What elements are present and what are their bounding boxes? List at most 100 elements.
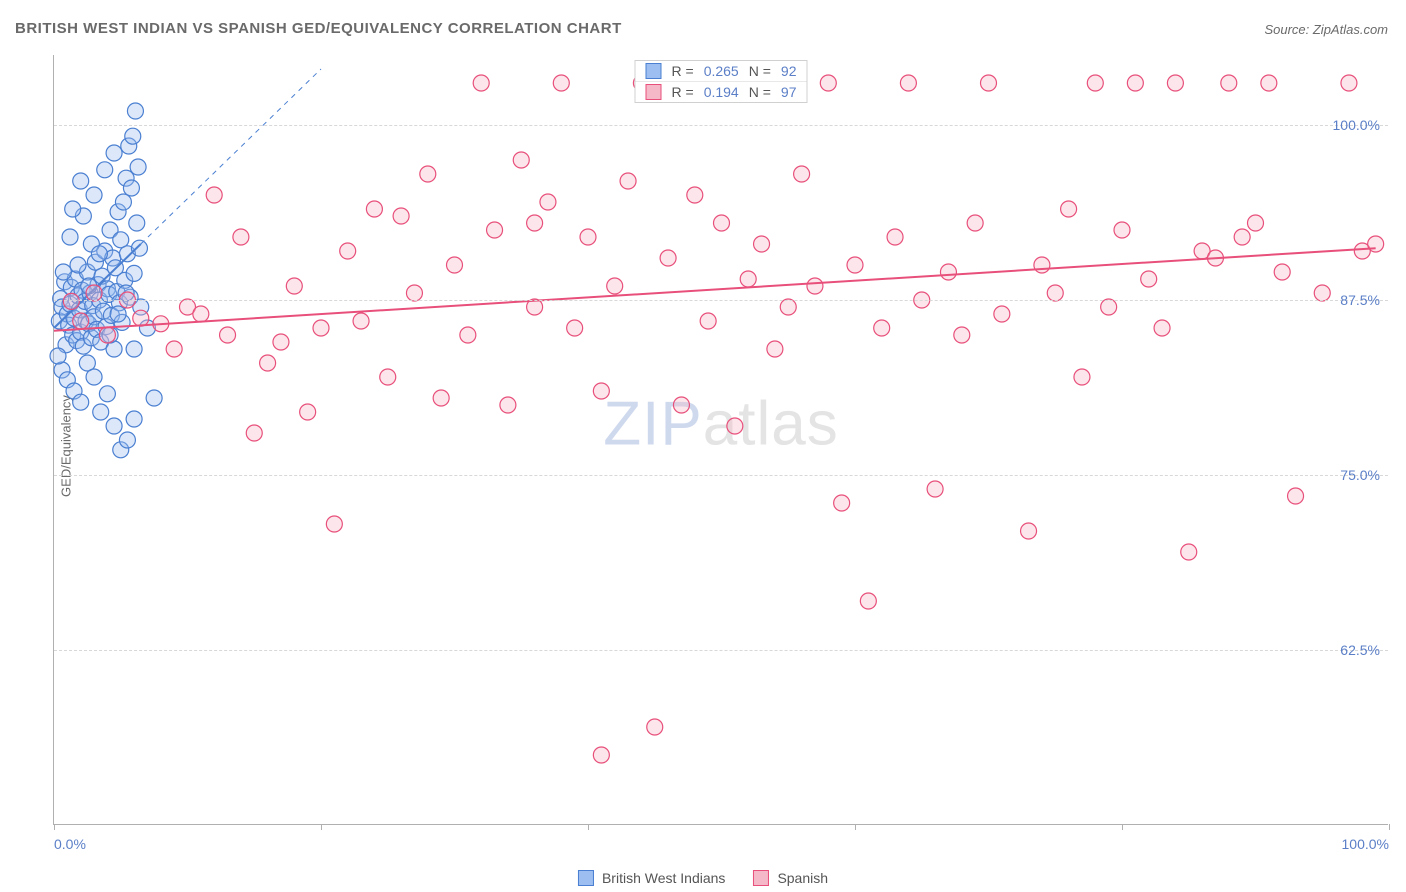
- scatter-point: [1127, 75, 1143, 91]
- r-value-bwi: 0.265: [704, 63, 739, 79]
- legend-item-spanish: Spanish: [753, 870, 828, 886]
- gridline: [54, 300, 1388, 301]
- scatter-point: [874, 320, 890, 336]
- scatter-point: [954, 327, 970, 343]
- scatter-point: [86, 187, 102, 203]
- scatter-point: [1034, 257, 1050, 273]
- scatter-point: [540, 194, 556, 210]
- scatter-point: [50, 348, 66, 364]
- scatter-point: [473, 75, 489, 91]
- legend-row-bwi: R = 0.265 N = 92: [636, 61, 807, 82]
- scatter-point: [513, 152, 529, 168]
- scatter-point: [166, 341, 182, 357]
- scatter-point: [767, 341, 783, 357]
- scatter-point: [900, 75, 916, 91]
- scatter-point: [91, 246, 107, 262]
- scatter-point: [123, 180, 139, 196]
- scatter-point: [1234, 229, 1250, 245]
- xtick: [588, 824, 589, 830]
- scatter-point: [93, 404, 109, 420]
- scatter-point: [206, 187, 222, 203]
- scatter-point: [62, 229, 78, 245]
- scatter-point: [673, 397, 689, 413]
- scatter-point: [994, 306, 1010, 322]
- scatter-point: [70, 257, 86, 273]
- scatter-point: [246, 425, 262, 441]
- scatter-point: [927, 481, 943, 497]
- scatter-point: [260, 355, 276, 371]
- scatter-point: [700, 313, 716, 329]
- xtick: [855, 824, 856, 830]
- scatter-point: [1274, 264, 1290, 280]
- scatter-point: [593, 747, 609, 763]
- scatter-point: [106, 145, 122, 161]
- n-value-spanish: 97: [781, 84, 797, 100]
- scatter-point: [1288, 488, 1304, 504]
- scatter-point: [1047, 285, 1063, 301]
- scatter-point: [620, 173, 636, 189]
- ytick-label: 100.0%: [1333, 117, 1380, 133]
- scatter-point: [1061, 201, 1077, 217]
- scatter-point: [1341, 75, 1357, 91]
- scatter-point: [193, 306, 209, 322]
- scatter-point: [687, 187, 703, 203]
- scatter-point: [126, 411, 142, 427]
- xtick-label-max: 100.0%: [1342, 836, 1389, 852]
- scatter-point: [366, 201, 382, 217]
- scatter-point: [406, 285, 422, 301]
- scatter-point: [340, 243, 356, 259]
- ytick-label: 87.5%: [1340, 292, 1380, 308]
- scatter-point: [487, 222, 503, 238]
- scatter-point: [887, 229, 903, 245]
- scatter-point: [1154, 320, 1170, 336]
- scatter-point: [527, 215, 543, 231]
- legend-swatch-bwi: [646, 63, 662, 79]
- scatter-point: [714, 215, 730, 231]
- scatter-point: [55, 264, 71, 280]
- scatter-point: [807, 278, 823, 294]
- scatter-point: [847, 257, 863, 273]
- scatter-point: [727, 418, 743, 434]
- scatter-point: [834, 495, 850, 511]
- scatter-point: [300, 404, 316, 420]
- n-value-bwi: 92: [781, 63, 797, 79]
- scatter-point: [63, 293, 79, 309]
- scatter-point: [460, 327, 476, 343]
- xtick: [321, 824, 322, 830]
- legend-swatch-spanish: [753, 870, 769, 886]
- scatter-point: [353, 313, 369, 329]
- scatter-point: [130, 159, 146, 175]
- scatter-point: [133, 310, 149, 326]
- trend-line-extrapolation: [141, 69, 321, 244]
- scatter-point: [794, 166, 810, 182]
- scatter-point: [1021, 523, 1037, 539]
- scatter-point: [567, 320, 583, 336]
- scatter-point: [1181, 544, 1197, 560]
- scatter-point: [607, 278, 623, 294]
- scatter-point: [146, 390, 162, 406]
- r-label: R =: [672, 63, 694, 79]
- scatter-point: [115, 194, 131, 210]
- scatter-point: [1314, 285, 1330, 301]
- scatter-point: [740, 271, 756, 287]
- legend-swatch-spanish: [646, 84, 662, 100]
- ytick-label: 75.0%: [1340, 467, 1380, 483]
- scatter-point: [1141, 271, 1157, 287]
- scatter-point: [820, 75, 836, 91]
- scatter-point: [125, 128, 141, 144]
- scatter-point: [131, 240, 147, 256]
- scatter-point: [73, 173, 89, 189]
- scatter-point: [99, 327, 115, 343]
- legend-item-bwi: British West Indians: [578, 870, 725, 886]
- scatter-point: [1261, 75, 1277, 91]
- scatter-point: [110, 306, 126, 322]
- scatter-point: [500, 397, 516, 413]
- scatter-point: [1101, 299, 1117, 315]
- scatter-point: [1167, 75, 1183, 91]
- gridline: [54, 475, 1388, 476]
- scatter-point: [1074, 369, 1090, 385]
- scatter-point: [73, 394, 89, 410]
- gridline: [54, 650, 1388, 651]
- scatter-point: [420, 166, 436, 182]
- scatter-point: [380, 369, 396, 385]
